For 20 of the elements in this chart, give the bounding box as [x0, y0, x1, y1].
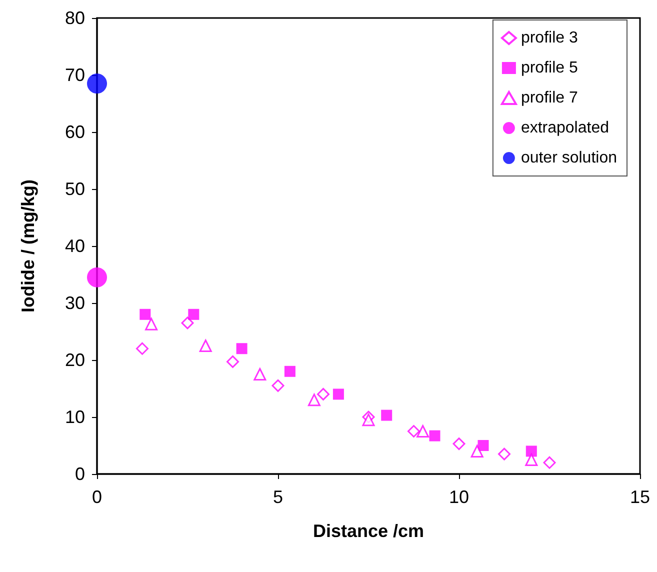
x-tick-label: 15 — [630, 487, 650, 507]
y-tick-label: 60 — [64, 122, 85, 142]
x-tick-label: 10 — [448, 487, 470, 507]
x-axis-title: Distance /cm — [312, 521, 424, 541]
y-tick-label: 10 — [64, 407, 85, 427]
x-tick-label: 0 — [92, 487, 102, 507]
y-axis-title: Iodide / (mg/kg) — [18, 180, 38, 312]
legend-label: profile 3 — [520, 30, 578, 46]
legend-label: profile 5 — [520, 60, 578, 76]
legend-label: profile 7 — [520, 90, 578, 106]
x-tick-label: 5 — [272, 487, 284, 507]
y-tick-label: 50 — [64, 179, 85, 199]
y-tick-label: 80 — [64, 8, 85, 28]
legend-label: outer solution — [520, 150, 617, 166]
legend-label: extrapolated — [520, 120, 609, 136]
y-tick-label: 20 — [64, 350, 85, 370]
y-tick-label: 70 — [64, 65, 85, 85]
y-tick-label: 30 — [64, 293, 85, 313]
y-tick-label: 0 — [74, 464, 85, 484]
y-tick-label: 40 — [64, 236, 85, 256]
